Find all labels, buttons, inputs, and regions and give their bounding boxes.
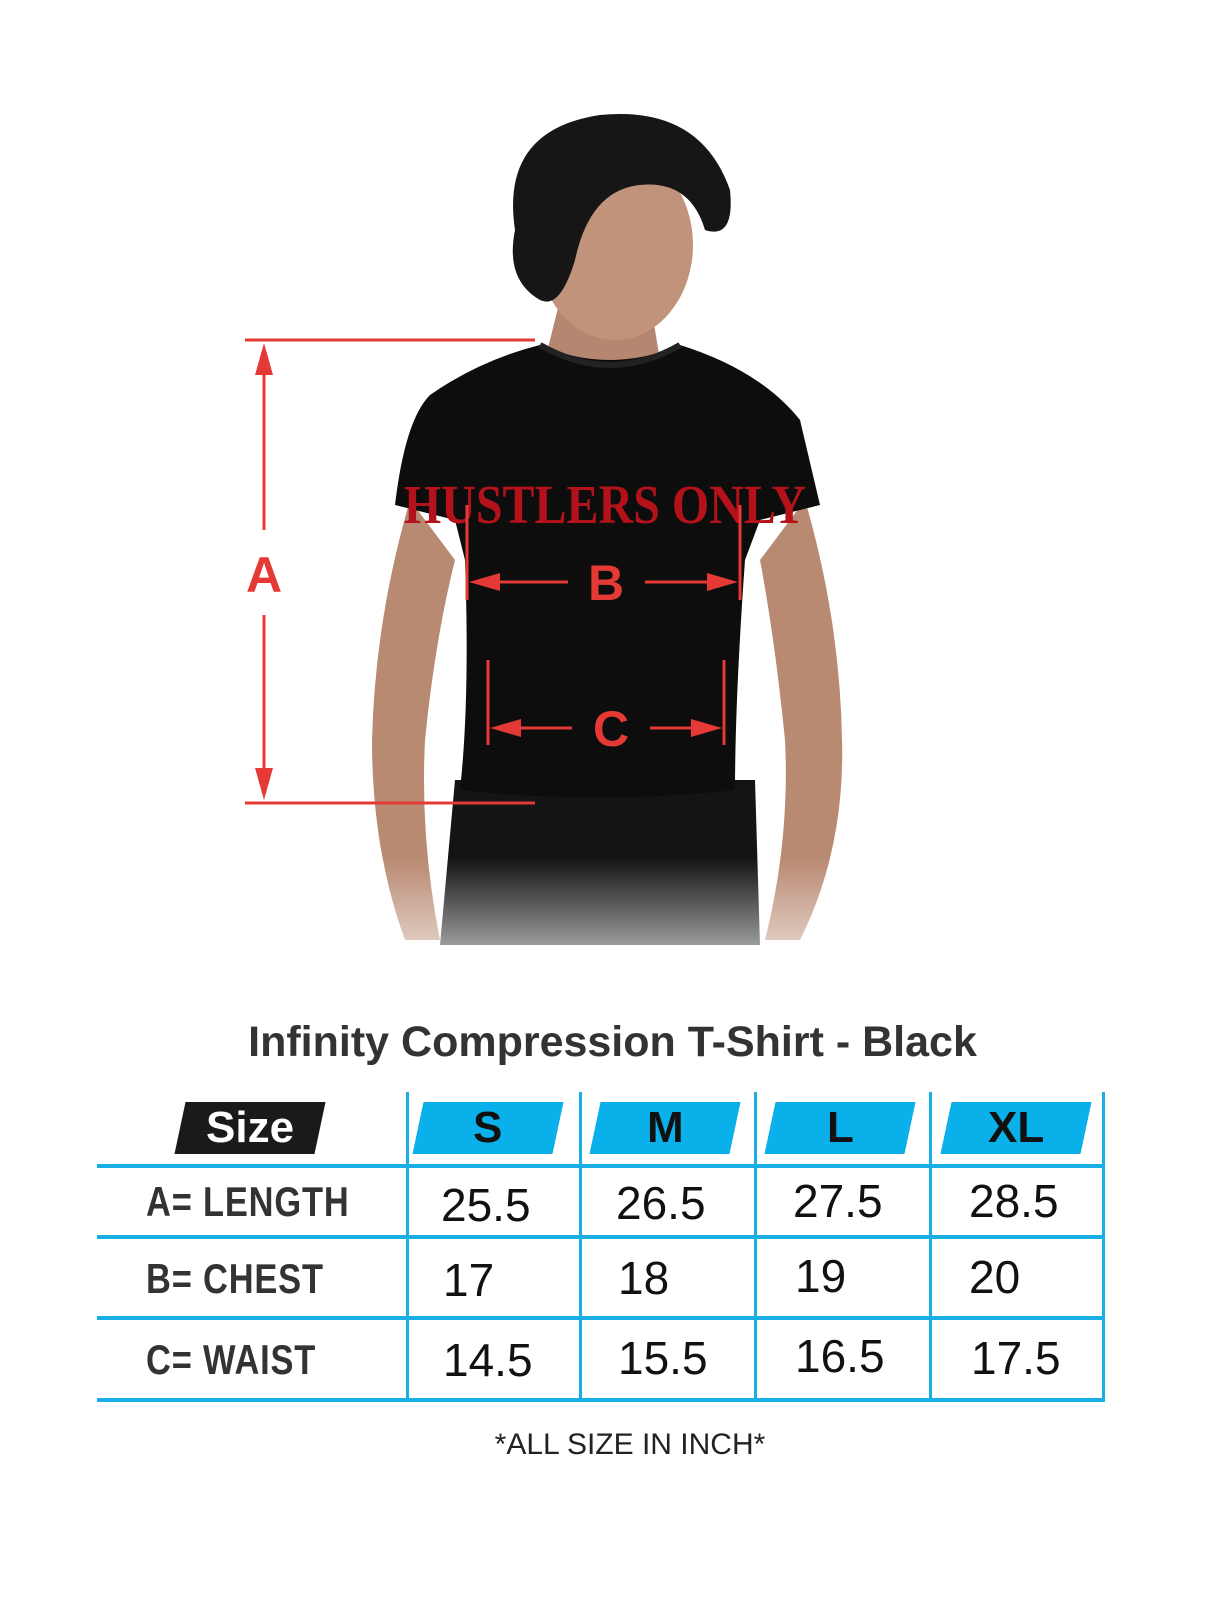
table-cell: 15.5: [618, 1332, 708, 1384]
table-cell: 28.5: [969, 1175, 1059, 1227]
arrow-head-down: [255, 768, 273, 800]
table-cell: 19: [795, 1250, 847, 1302]
size-m-header: M: [589, 1102, 741, 1154]
table-cell: 17.5: [971, 1332, 1061, 1384]
size-xl-header: XL: [940, 1102, 1092, 1154]
label-b: B: [588, 555, 624, 611]
divider: [406, 1092, 409, 1400]
divider: [97, 1235, 1105, 1239]
size-l-label: L: [826, 1103, 854, 1152]
table-cell: 18: [618, 1252, 670, 1304]
divider: [929, 1092, 932, 1400]
divider: [579, 1092, 582, 1400]
size-s-header: S: [412, 1102, 564, 1154]
product-title: Infinity Compression T-Shirt - Black: [248, 1018, 977, 1066]
row-label-waist: C= WAIST: [146, 1336, 317, 1383]
table-cell: 20: [969, 1251, 1021, 1303]
divider: [754, 1092, 757, 1400]
label-a: A: [246, 547, 282, 603]
measurement-overlay: [245, 338, 742, 805]
table-cell: 27.5: [793, 1175, 883, 1227]
label-c: C: [593, 701, 629, 757]
divider: [97, 1398, 1105, 1402]
divider: [97, 1164, 1105, 1168]
row-label-chest: B= CHEST: [146, 1255, 324, 1302]
units-footnote: *ALL SIZE IN INCH*: [494, 1428, 766, 1461]
model-photo: HUSTLERS ONLY A B C: [0, 0, 1225, 1010]
row-label-length: A= LENGTH: [146, 1178, 350, 1225]
size-header-label: Size: [205, 1103, 295, 1152]
model-figure: [0, 0, 1225, 1010]
table-cell: 16.5: [795, 1330, 885, 1382]
divider: [1102, 1092, 1105, 1400]
size-xl-label: XL: [987, 1103, 1045, 1152]
size-header: Size: [174, 1102, 326, 1154]
table-cell: 26.5: [616, 1177, 706, 1229]
size-l-header: L: [764, 1102, 916, 1154]
table-cell: 25.5: [441, 1179, 531, 1231]
size-m-label: M: [646, 1103, 684, 1152]
arrow-head-up: [255, 343, 273, 375]
table-cell: 17: [443, 1254, 495, 1306]
shirt-print-text: HUSTLERS ONLY: [404, 475, 806, 536]
divider: [97, 1316, 1105, 1320]
table-cell: 14.5: [443, 1334, 533, 1386]
size-s-label: S: [473, 1103, 503, 1152]
